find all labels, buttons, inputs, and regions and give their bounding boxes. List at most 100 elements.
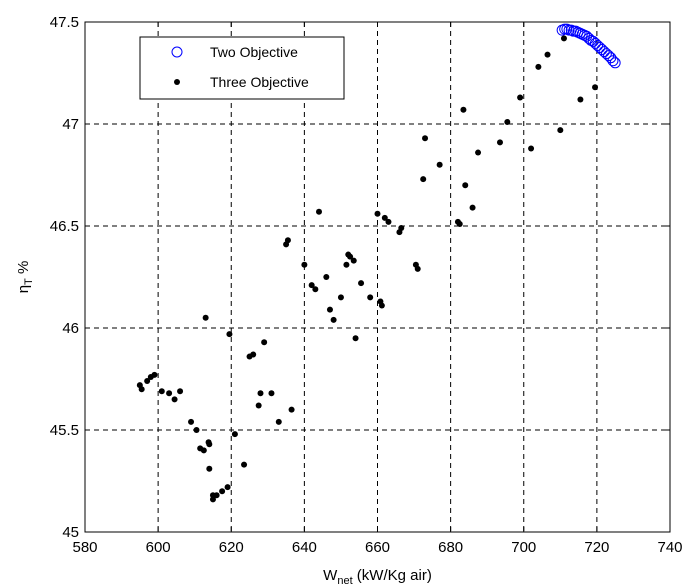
x-tick-label: 600 [146,539,171,556]
data-point-two-objective [589,37,601,49]
data-point-three-objective [358,280,365,287]
x-tick-label: 680 [438,539,463,556]
data-point-three-objective [224,484,231,491]
legend-label-three-objective: Three Objective [210,74,309,90]
data-point-three-objective [337,294,344,301]
y-tick-labels: 45 45.5 46 46.5 47 47.5 [50,14,79,541]
data-point-three-objective [144,378,151,385]
data-point-three-objective [398,225,405,232]
legend: Two Objective Three Objective [139,36,345,100]
data-point-three-objective [231,431,238,438]
data-point-three-objective [151,371,158,378]
grid-lines [85,22,670,532]
data-point-three-objective [557,127,564,134]
data-point-two-objective [587,35,599,47]
data-point-three-objective [420,176,427,183]
data-point-three-objective [347,253,354,260]
legend-marker-three-objective [174,79,180,85]
data-point-two-objective [598,46,610,58]
data-point-three-objective [171,396,178,403]
data-point-three-objective [268,390,275,397]
data-point-two-objective [609,57,621,69]
data-point-two-objective [592,39,604,51]
data-point-three-objective [352,335,359,342]
data-point-three-objective [385,218,392,225]
data-point-three-objective [166,390,173,397]
data-point-three-objective [206,441,213,448]
data-point-three-objective [312,286,319,293]
data-point-three-objective [475,149,482,156]
data-point-three-objective [261,339,268,346]
data-point-three-objective [250,351,257,358]
data-point-three-objective [469,204,476,211]
y-axis-label: ηT % [15,261,35,294]
x-tick-label: 660 [365,539,390,556]
legend-box [139,36,345,100]
data-point-three-objective [460,106,467,113]
data-point-three-objective [326,306,333,313]
data-point-three-objective [496,139,503,146]
y-tick-label: 47 [62,116,79,133]
x-axis-label: Wnet (kW/Kg air) [323,567,432,585]
data-point-three-objective [374,210,381,217]
data-point-three-objective [544,51,551,58]
data-point-three-objective [193,427,200,433]
data-point-three-objective [528,145,535,152]
y-tick-label: 45.5 [50,422,79,439]
data-point-three-objective [206,465,213,472]
data-point-three-objective [138,386,145,393]
data-point-three-objective [323,274,330,280]
data-point-three-objective [288,406,295,413]
data-point-three-objective [367,294,374,301]
data-point-three-objective [535,63,542,70]
data-point-three-objective [255,402,262,409]
data-point-three-objective [188,418,195,425]
data-point-two-objective [596,44,608,56]
data-point-three-objective [226,331,233,338]
y-tick-label: 46 [62,320,79,337]
data-point-three-objective [577,96,584,103]
data-point-three-objective [350,257,357,264]
data-point-three-objective [241,461,248,468]
data-point-three-objective [308,282,315,289]
x-tick-labels: 580 600 620 640 660 680 700 720 740 [72,539,682,556]
legend-marker-two-objective [171,46,183,58]
data-point-three-objective [213,492,220,499]
axis-ticks [84,21,671,533]
data-point-three-objective [504,118,511,125]
data-point-three-objective [436,161,443,168]
series-two-objective [556,23,621,69]
y-tick-label: 47.5 [50,14,79,31]
data-point-three-objective [284,237,291,244]
series-three-objective [136,35,599,503]
data-point-three-objective [257,390,264,397]
y-tick-label: 45 [62,524,79,541]
x-tick-label: 620 [219,539,244,556]
data-point-three-objective [592,84,599,91]
data-point-three-objective [301,261,308,268]
data-point-three-objective [200,447,207,454]
data-point-three-objective [456,220,463,227]
data-point-three-objective [422,135,429,142]
x-tick-label: 740 [657,539,682,556]
data-point-two-objective [600,48,612,60]
data-point-three-objective [177,388,184,395]
data-point-three-objective [381,214,388,221]
data-point-three-objective [343,261,350,268]
legend-label-two-objective: Two Objective [210,44,298,60]
data-point-three-objective [414,265,421,272]
data-point-three-objective [158,388,165,395]
data-point-three-objective [316,208,322,215]
x-tick-label: 640 [292,539,317,556]
data-point-three-objective [330,316,337,323]
y-tick-label: 46.5 [50,218,79,235]
data-point-three-objective [378,302,385,309]
data-point-three-objective [219,488,226,495]
x-tick-label: 720 [584,539,609,556]
data-point-two-objective [594,42,606,53]
x-tick-label: 580 [72,539,97,556]
data-point-three-objective [462,182,469,189]
data-point-three-objective [560,35,567,42]
data-point-three-objective [202,314,209,321]
